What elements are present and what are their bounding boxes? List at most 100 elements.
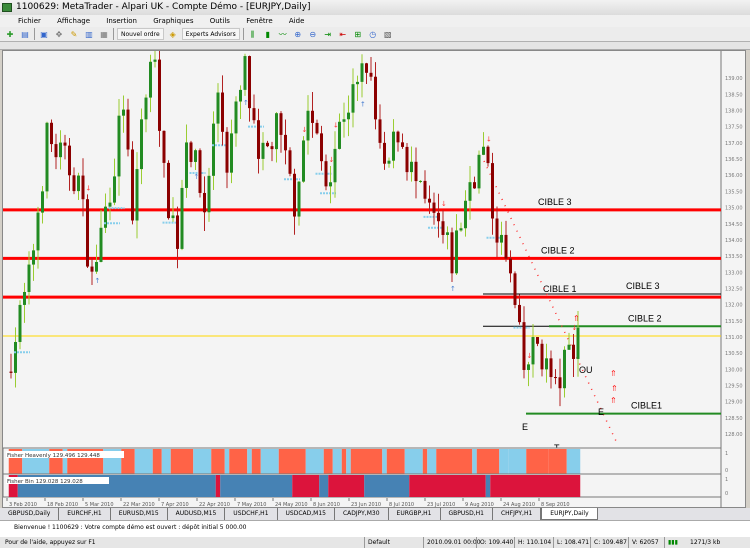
indicator-bar	[161, 449, 171, 474]
indicators-icon[interactable]: ⊞	[354, 29, 362, 39]
indicator-bar	[472, 449, 477, 474]
templates-icon[interactable]: ▧	[383, 29, 392, 39]
navigator-icon[interactable]: ✥	[55, 29, 63, 39]
indicator-bar	[485, 475, 491, 497]
candle-body	[540, 343, 544, 370]
candle-body	[518, 304, 521, 323]
price-tick-label: 130.00	[725, 367, 743, 373]
menu-graphiques[interactable]: Graphiques	[153, 17, 194, 25]
annotation-label: E	[598, 407, 604, 417]
candle	[225, 127, 229, 189]
time-tick-label: 8 Jun 2010	[313, 502, 340, 508]
indicator-bar	[427, 449, 437, 474]
candle	[522, 306, 526, 379]
candle-body	[221, 92, 224, 132]
chart-tab[interactable]: EURJPY,Daily	[541, 508, 598, 520]
candlestick-icon[interactable]: ▮	[265, 29, 270, 39]
candle-body	[14, 341, 17, 373]
candle-body	[500, 234, 503, 243]
candle	[365, 62, 368, 85]
candle	[509, 250, 512, 283]
status-open: O: 109.440	[476, 537, 513, 548]
menu-affichage[interactable]: Affichage	[57, 17, 91, 25]
candle	[45, 121, 49, 199]
candle-body	[230, 133, 233, 173]
level-label: CIBLE 1	[543, 284, 577, 294]
chart-tab[interactable]: CHFJPY,H1	[493, 508, 542, 520]
down-arrow-icon: ↓	[441, 200, 447, 208]
chart-tab[interactable]: AUDUSD,M15	[168, 508, 226, 520]
status-traffic: 1271/3 kb	[690, 539, 721, 546]
expert-advisors-button[interactable]: Experts Advisors	[181, 28, 240, 40]
status-bar: Pour de l'aide, appuyez sur F1 Default 2…	[0, 537, 750, 548]
bar-chart-icon[interactable]: ⫼	[250, 29, 255, 39]
candle	[284, 119, 287, 165]
chart-tab[interactable]: GBPUSD,Daily	[0, 508, 60, 520]
price-chart[interactable]: 128.00 128.50 129.00 129.50 130.00 130.50 131.…	[3, 51, 747, 509]
chart-tab[interactable]: EURUSD,M15	[111, 508, 168, 520]
candle	[239, 85, 242, 119]
chart-tab[interactable]: CADJPY,M30	[335, 508, 389, 520]
menu-fichier[interactable]: Fichier	[18, 17, 41, 25]
chart-tab[interactable]: USDCAD,M15	[278, 508, 335, 520]
candle	[401, 133, 404, 149]
chart-tab[interactable]: GBPUSD,H1	[441, 508, 493, 520]
chart-tab[interactable]: EURCHF,H1	[59, 508, 111, 520]
candle	[32, 243, 35, 281]
price-tick-label: 139.00	[725, 76, 743, 82]
time-tick-label: 22 Apr 2010	[199, 502, 230, 508]
candle-body	[486, 146, 490, 164]
candle-body	[270, 146, 274, 150]
time-tick-label: 8 Jul 2010	[389, 502, 414, 508]
candle	[432, 192, 436, 225]
candle-body	[315, 122, 319, 134]
candle	[342, 102, 346, 138]
chart-shift-icon[interactable]: ⇥	[324, 29, 332, 39]
indicator-scale: 1	[725, 451, 728, 457]
menu-outils[interactable]: Outils	[209, 17, 230, 25]
candle	[374, 62, 377, 130]
new-order-button[interactable]: Nouvel ordre	[117, 28, 164, 40]
indicator-bar	[323, 449, 333, 474]
terminal-icon[interactable]: ▥	[85, 29, 93, 39]
metaeditor-icon[interactable]: ◈	[169, 29, 176, 39]
menu-aide[interactable]: Aide	[288, 17, 305, 25]
down-arrow-icon: ↓	[149, 51, 155, 53]
strategy-tester-icon[interactable]: ▦	[100, 29, 108, 39]
menu-insertion[interactable]: Insertion	[106, 17, 137, 25]
candle	[149, 54, 152, 113]
candle-body	[297, 181, 301, 217]
indicator-bar	[215, 475, 221, 497]
zoom-out-icon[interactable]: ⊖	[309, 29, 317, 39]
candle-body	[396, 131, 400, 143]
candle	[459, 222, 463, 232]
line-chart-icon[interactable]: 〰	[278, 29, 287, 39]
autoscroll-icon[interactable]: ⇤	[339, 29, 347, 39]
indicator-bar	[121, 449, 135, 474]
candle-body	[176, 215, 179, 249]
chart-tab[interactable]: EURGBP,H1	[389, 508, 441, 520]
chart-tab[interactable]: USDCHF,H1	[225, 508, 278, 520]
new-chart-icon[interactable]: ✚	[6, 29, 14, 39]
price-tick-label: 134.00	[725, 238, 743, 244]
market-watch-icon[interactable]: ▣	[40, 29, 48, 39]
candle-body	[563, 349, 566, 389]
indicator-bar	[382, 449, 387, 474]
indicator-bar	[278, 449, 306, 474]
price-tick-label: 134.50	[725, 222, 743, 228]
periods-icon[interactable]: ◷	[369, 29, 377, 39]
candle	[59, 130, 62, 170]
candle-body	[365, 63, 368, 73]
candle-body	[99, 227, 103, 262]
price-tick-label: 132.50	[725, 286, 743, 292]
profiles-icon[interactable]: ▤	[21, 29, 29, 39]
candle-body	[351, 84, 355, 113]
menu-fenetre[interactable]: Fenêtre	[246, 17, 273, 25]
candle	[423, 170, 427, 204]
data-window-icon[interactable]: ✎	[70, 29, 78, 39]
zoom-in-icon[interactable]: ⊕	[294, 29, 302, 39]
candle	[279, 111, 283, 153]
chart-window[interactable]: 128.00 128.50 129.00 129.50 130.00 130.50 131.…	[2, 50, 747, 509]
indicator-label-bg	[6, 477, 109, 484]
separator	[242, 28, 244, 40]
